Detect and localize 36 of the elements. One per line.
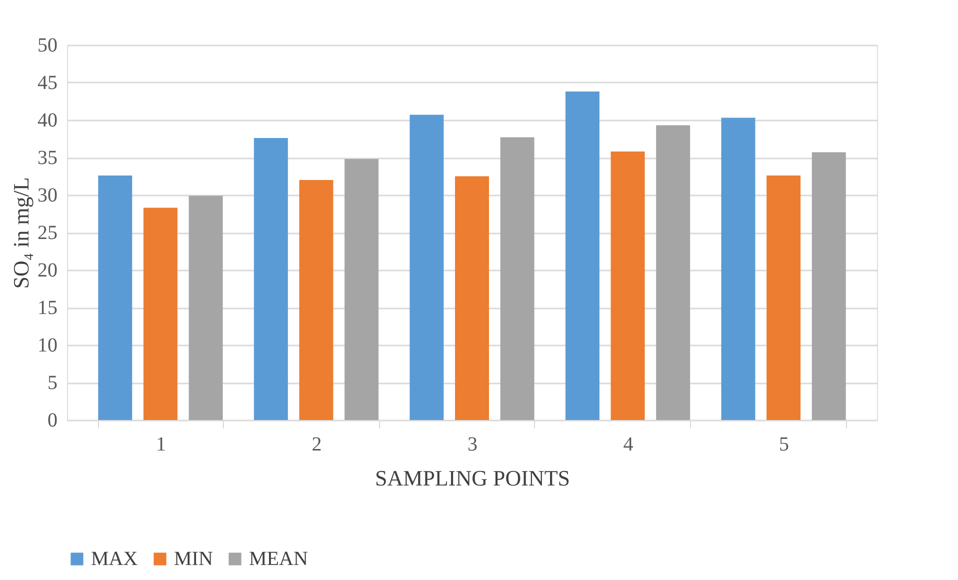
bar [656,125,690,420]
x-tick-label: 3 [468,434,478,456]
y-tick-label: 30 [38,184,58,206]
bar [812,152,846,420]
x-tick-label: 2 [312,434,322,456]
y-tick-label: 5 [48,372,58,394]
y-tick-label: 45 [38,72,58,94]
legend-label: MEAN [249,548,308,570]
x-tick-label: 1 [156,434,166,456]
x-tick-label: 5 [779,434,790,456]
bar [344,159,379,420]
bar [610,152,645,420]
bar [254,138,288,420]
bar [565,92,600,420]
legend-label: MAX [91,548,138,570]
y-tick-label: 25 [38,222,58,244]
bar [299,180,334,420]
bar [500,137,534,420]
bar [455,176,489,420]
y-tick-label: 20 [38,260,58,282]
x-axis-title: SAMPLING POINTS [375,466,570,490]
y-tick-label: 0 [48,410,58,432]
bar [721,118,756,420]
y-tick-label: 15 [38,297,58,319]
bar [143,208,178,420]
legend-label: MIN [174,548,213,570]
bar [98,176,132,420]
bar [410,114,444,420]
bar [766,176,801,420]
x-tick-label: 4 [623,434,634,456]
y-axis-title: SO₄ in mg/L [8,177,34,289]
y-tick-label: 10 [38,334,58,356]
y-tick-label: 40 [38,110,58,132]
y-tick-label: 35 [38,147,58,169]
y-tick-label: 50 [38,34,58,56]
bar [188,196,223,420]
